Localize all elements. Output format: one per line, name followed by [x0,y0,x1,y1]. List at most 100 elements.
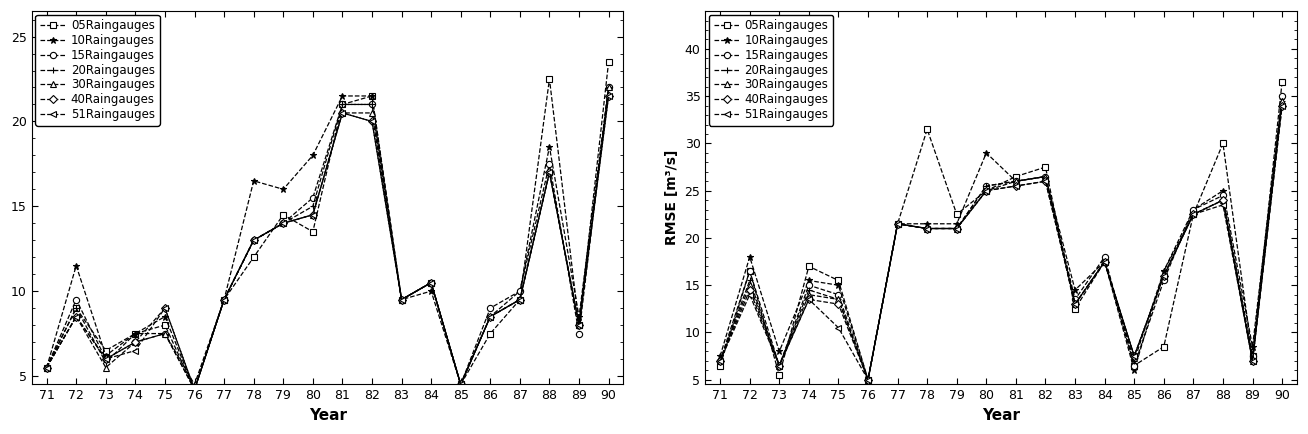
20Raingauges [157,331,173,336]
15Raingauges [127,339,143,345]
05Raingauges [68,306,84,311]
51Raingauges [1126,354,1142,359]
51Raingauges [1274,103,1290,108]
05Raingauges [800,264,816,269]
10Raingauges [1156,269,1172,274]
40Raingauges [1185,212,1201,217]
20Raingauges [742,278,757,283]
15Raingauges [1097,254,1113,260]
05Raingauges [742,269,757,274]
20Raingauges [861,377,876,382]
10Raingauges [276,187,292,192]
05Raingauges [713,363,729,368]
51Raingauges [831,325,846,330]
51Raingauges [948,226,964,231]
Line: 05Raingauges: 05Raingauges [717,79,1286,383]
51Raingauges [424,280,439,285]
X-axis label: Year: Year [982,408,1020,423]
15Raingauges [1008,179,1024,184]
20Raingauges [600,85,616,90]
05Raingauges [1037,164,1053,170]
05Raingauges [772,372,787,378]
40Raingauges [98,356,114,362]
10Raingauges [1008,179,1024,184]
30Raingauges [542,170,557,175]
30Raingauges [1215,197,1231,203]
51Raingauges [978,188,994,193]
40Raingauges [127,339,143,345]
40Raingauges [424,280,439,285]
05Raingauges [889,221,905,227]
10Raingauges [772,349,787,354]
15Raingauges [216,297,232,302]
15Raingauges [394,297,409,302]
40Raingauges [889,221,905,227]
51Raingauges [394,297,409,302]
40Raingauges [187,387,203,392]
51Raingauges [742,292,757,297]
10Raingauges [483,314,498,319]
05Raingauges [572,322,587,328]
30Raingauges [1126,354,1142,359]
20Raingauges [889,221,905,227]
15Raingauges [246,238,262,243]
20Raingauges [831,297,846,302]
Line: 10Raingauges: 10Raingauges [717,93,1286,383]
15Raingauges [483,306,498,311]
10Raingauges [187,387,203,392]
51Raingauges [127,348,143,353]
05Raingauges [453,382,468,387]
30Raingauges [1067,302,1083,307]
10Raingauges [394,297,409,302]
40Raingauges [831,302,846,307]
51Raingauges [335,110,351,115]
05Raingauges [1274,79,1290,85]
Line: 40Raingauges: 40Raingauges [43,93,612,393]
05Raingauges [1245,354,1261,359]
15Raingauges [39,365,55,370]
30Raingauges [394,297,409,302]
10Raingauges [453,382,468,387]
10Raingauges [1185,207,1201,212]
10Raingauges [800,278,816,283]
Line: 10Raingauges: 10Raingauges [43,84,612,393]
51Raingauges [483,314,498,319]
10Raingauges [335,93,351,99]
05Raingauges [335,102,351,107]
51Raingauges [453,382,468,387]
10Raingauges [511,289,527,294]
30Raingauges [1037,174,1053,179]
10Raingauges [1245,344,1261,349]
Line: 05Raingauges: 05Raingauges [43,59,612,393]
15Raingauges [187,387,203,392]
05Raingauges [216,297,232,302]
20Raingauges [187,387,203,392]
30Raingauges [1097,259,1113,264]
40Raingauges [216,297,232,302]
05Raingauges [1067,306,1083,312]
15Raingauges [364,102,379,107]
40Raingauges [1008,184,1024,189]
15Raingauges [1245,354,1261,359]
10Raingauges [572,314,587,319]
20Raingauges [542,170,557,175]
51Raingauges [1185,212,1201,217]
05Raingauges [276,212,292,217]
30Raingauges [1008,179,1024,184]
30Raingauges [216,297,232,302]
51Raingauges [364,119,379,124]
15Raingauges [335,102,351,107]
51Raingauges [39,365,55,370]
05Raingauges [1008,174,1024,179]
40Raingauges [1097,259,1113,264]
Legend: 05Raingauges, 10Raingauges, 15Raingauges, 20Raingauges, 30Raingauges, 40Raingaug: 05Raingauges, 10Raingauges, 15Raingauges… [709,15,833,126]
15Raingauges [157,331,173,336]
40Raingauges [1245,358,1261,363]
Line: 51Raingauges: 51Raingauges [717,102,1286,383]
15Raingauges [978,184,994,189]
05Raingauges [127,331,143,336]
10Raingauges [742,254,757,260]
Line: 20Raingauges: 20Raingauges [717,98,1286,383]
51Raingauges [1008,184,1024,189]
10Raingauges [920,221,935,227]
